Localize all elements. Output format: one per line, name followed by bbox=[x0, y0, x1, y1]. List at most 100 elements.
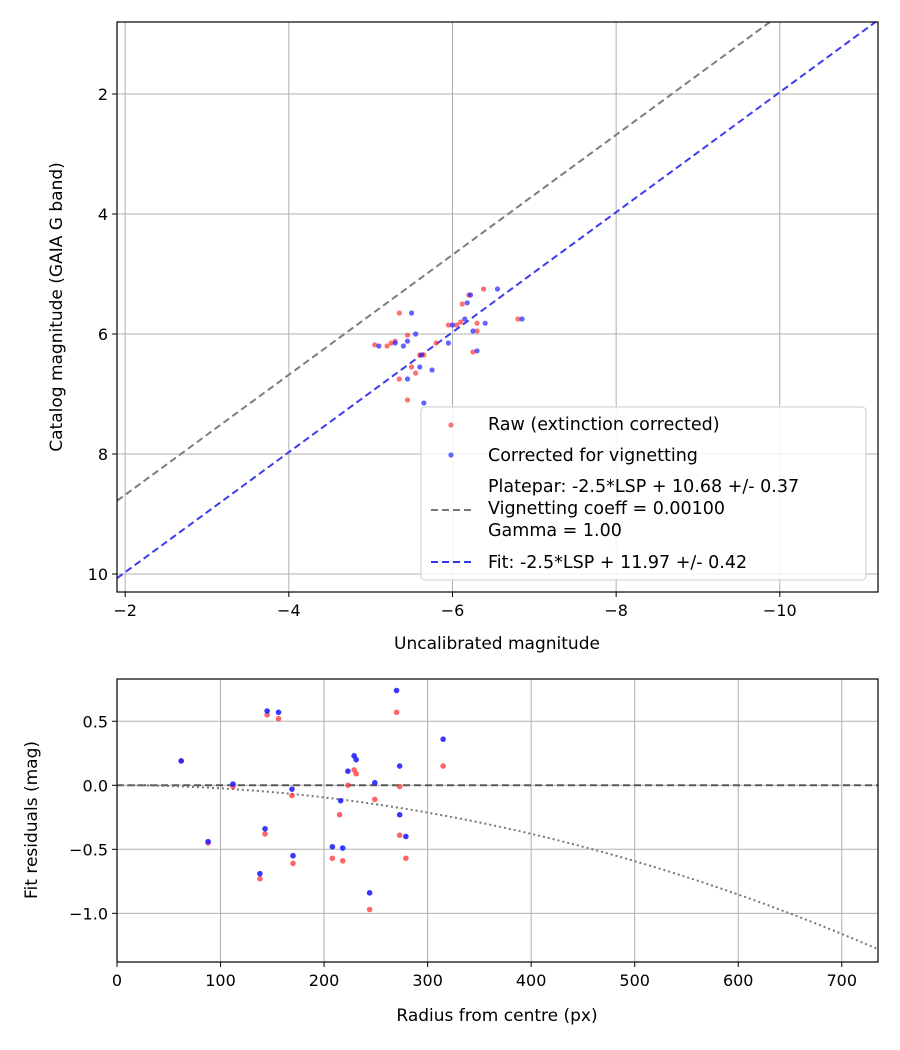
legend-raw-label: Raw (extinction corrected) bbox=[488, 415, 720, 435]
raw-point bbox=[458, 319, 464, 325]
fit-line bbox=[117, 22, 878, 580]
corrected-residual-point bbox=[393, 687, 400, 694]
bottom-chart-points bbox=[178, 687, 446, 913]
legend-platepar-line-text: Vignetting coeff = 0.00100 bbox=[488, 499, 725, 519]
top-chart-x-label: Uncalibrated magnitude bbox=[394, 634, 600, 654]
corrected-residual-point bbox=[262, 826, 268, 832]
raw-point bbox=[453, 322, 460, 328]
raw-residual-point bbox=[353, 770, 359, 777]
platepar-line bbox=[117, 22, 772, 502]
corrected-point bbox=[421, 400, 427, 406]
x-tick-label: −2 bbox=[113, 601, 137, 620]
corrected-residual-point bbox=[396, 811, 403, 818]
corrected-residual-point bbox=[230, 781, 236, 787]
legend-box bbox=[420, 406, 867, 581]
x-tick-label: 500 bbox=[619, 971, 650, 990]
legend-platepar-line-text: Platepar: -2.5*LSP + 10.68 +/- 0.37 bbox=[488, 477, 799, 497]
corrected-point bbox=[482, 320, 488, 326]
corrected-point bbox=[392, 340, 398, 346]
x-tick-label: 700 bbox=[826, 971, 857, 990]
bottom-chart-x-ticks: 0 100 200 300 400 500 600 700 bbox=[112, 962, 857, 990]
corrected-residual-point bbox=[290, 852, 296, 859]
corrected-point bbox=[449, 322, 456, 328]
corrected-point bbox=[413, 331, 419, 337]
raw-residual-point bbox=[440, 763, 446, 769]
vignetting-curve bbox=[117, 784, 878, 951]
raw-residual-point bbox=[262, 831, 268, 837]
corrected-residual-point bbox=[205, 838, 211, 845]
raw-residual-point bbox=[336, 811, 343, 818]
corrected-residual-point bbox=[345, 768, 351, 774]
corrected-point bbox=[408, 310, 415, 316]
corrected-residual-point bbox=[178, 758, 184, 764]
bottom-chart: 0 100 200 300 400 500 600 700 0.5 0.0 −0.5 −1.0 Ra… bbox=[22, 678, 879, 1026]
x-tick-label: 200 bbox=[309, 971, 340, 990]
y-tick-label: 4 bbox=[98, 205, 108, 224]
top-chart-x-ticks: −2 −4 −6 −8 −10 bbox=[113, 592, 797, 620]
legend-fit-label: Fit: -2.5*LSP + 11.97 +/- 0.42 bbox=[488, 553, 747, 573]
corrected-residual-point bbox=[403, 833, 409, 840]
raw-residual-point bbox=[264, 712, 270, 718]
raw-point bbox=[404, 397, 411, 403]
raw-residual-point bbox=[339, 858, 346, 864]
raw-point bbox=[404, 332, 411, 338]
corrected-point bbox=[464, 300, 470, 306]
raw-point bbox=[433, 340, 439, 346]
legend-corrected-marker bbox=[448, 452, 454, 458]
corrected-point bbox=[429, 367, 435, 373]
bottom-chart-x-label: Radius from centre (px) bbox=[396, 1006, 597, 1026]
raw-residual-point bbox=[290, 860, 296, 867]
corrected-residual-point bbox=[289, 786, 295, 792]
raw-point bbox=[480, 286, 487, 292]
legend-platepar-line-text: Gamma = 1.00 bbox=[488, 521, 622, 541]
top-chart-points bbox=[372, 286, 525, 406]
corrected-point bbox=[418, 352, 424, 358]
corrected-point bbox=[404, 376, 411, 382]
raw-point bbox=[396, 376, 402, 382]
raw-point bbox=[470, 349, 476, 355]
top-chart-frame bbox=[116, 21, 879, 593]
legend-raw-marker bbox=[448, 422, 454, 428]
raw-residual-point bbox=[366, 906, 373, 913]
bottom-chart-y-label: Fit residuals (mag) bbox=[22, 741, 42, 899]
corrected-residual-point bbox=[440, 736, 446, 742]
top-chart: −2 −4 −6 −8 −10 2 4 6 8 10 Uncalibrated magnitud… bbox=[47, 21, 879, 654]
corrected-residual-point bbox=[275, 709, 282, 716]
corrected-residual-point bbox=[337, 797, 344, 804]
y-tick-label: −1.0 bbox=[69, 904, 108, 923]
raw-point bbox=[372, 342, 378, 348]
raw-point bbox=[515, 316, 521, 322]
corrected-point bbox=[445, 340, 452, 346]
y-tick-label: 0.5 bbox=[83, 712, 108, 731]
corrected-point bbox=[470, 328, 476, 334]
raw-residual-point bbox=[372, 796, 378, 803]
raw-point bbox=[474, 320, 480, 326]
raw-point bbox=[384, 343, 390, 349]
corrected-residual-point bbox=[339, 845, 346, 851]
y-tick-label: 2 bbox=[98, 85, 108, 104]
x-tick-label: −4 bbox=[277, 601, 301, 620]
x-tick-label: 400 bbox=[516, 971, 547, 990]
raw-residual-point bbox=[396, 783, 403, 790]
bottom-chart-reference-lines bbox=[117, 784, 878, 951]
corrected-point bbox=[467, 292, 474, 298]
raw-residual-point bbox=[257, 875, 263, 882]
raw-residual-point bbox=[289, 792, 295, 799]
x-tick-label: −10 bbox=[763, 601, 797, 620]
legend-platepar-label: Platepar: -2.5*LSP + 10.68 +/- 0.37 Vigne… bbox=[488, 477, 799, 541]
corrected-residual-point bbox=[257, 870, 263, 877]
x-tick-label: −8 bbox=[604, 601, 628, 620]
x-tick-label: 0 bbox=[112, 971, 122, 990]
corrected-residual-point bbox=[329, 843, 336, 850]
raw-residual-point bbox=[403, 855, 409, 862]
x-tick-label: 300 bbox=[412, 971, 443, 990]
y-tick-label: 8 bbox=[98, 445, 108, 464]
x-tick-label: 100 bbox=[205, 971, 236, 990]
corrected-point bbox=[417, 364, 423, 370]
corrected-point bbox=[474, 348, 480, 354]
corrected-point bbox=[400, 343, 406, 349]
bottom-chart-frame bbox=[116, 678, 879, 963]
raw-residual-point bbox=[275, 715, 282, 722]
raw-residual-point bbox=[329, 855, 336, 862]
